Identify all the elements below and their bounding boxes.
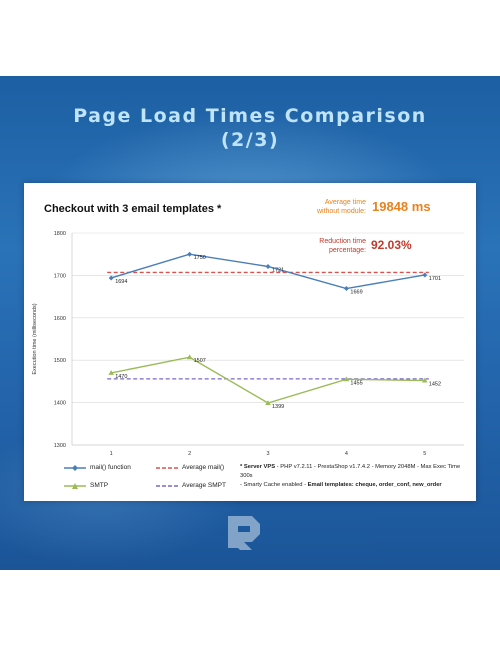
chart-title: Checkout with 3 email templates * [44, 203, 222, 215]
data-point-smtp [186, 354, 193, 360]
data-label: 1507 [194, 358, 206, 364]
x-tick-label: 2 [188, 451, 191, 457]
data-label: 1694 [115, 279, 127, 285]
data-point-mail [187, 251, 193, 257]
reduction-label-line1: Reduction time [319, 238, 366, 245]
data-point-mail [108, 275, 114, 281]
series-line-mail [110, 253, 425, 290]
data-label: 1455 [350, 380, 362, 386]
x-tick-label: 1 [110, 451, 113, 457]
y-tick-label: 1600 [54, 316, 66, 322]
legend-swatch-mail [64, 465, 86, 471]
reduction-label-line2: percentage: [329, 247, 366, 254]
server-note-text2: - Smarty Cache enabled - [240, 482, 308, 488]
data-point-smtp [265, 400, 271, 406]
x-tick-label: 4 [345, 451, 348, 457]
x-tick-label: 3 [266, 451, 269, 457]
data-point-mail [343, 286, 349, 292]
legend-swatch-avg-mail [156, 467, 178, 469]
y-tick-label: 1300 [54, 443, 66, 449]
data-point-mail [422, 272, 428, 278]
y-tick-label: 1400 [54, 401, 66, 407]
legend-swatch-avg-smtp [156, 485, 178, 487]
chart-card: Checkout with 3 email templates * Averag… [24, 183, 476, 501]
data-label: 1452 [429, 382, 441, 388]
y-tick-label: 1800 [54, 231, 66, 237]
banner-title-line1: Page Load Times Comparison [73, 105, 427, 127]
legend-label-avg-mail: Average mail() [182, 464, 225, 471]
server-note-text1: - PHP v7.2.11 - PrestaShop v1.7.4.2 - Me… [240, 464, 461, 479]
data-point-mail [265, 263, 271, 269]
avg-time-value: 19848 ms [372, 199, 431, 214]
y-axis-label: Execution time (milliseconds) [32, 303, 38, 374]
data-label: 1470 [115, 374, 127, 380]
series-line-smtp [111, 356, 425, 404]
server-note-line1: * Server VPS - PHP v7.2.11 - PrestaShop … [240, 463, 472, 481]
server-note: * Server VPS - PHP v7.2.11 - PrestaShop … [240, 463, 472, 490]
data-label: 1721 [272, 267, 284, 273]
server-note-bold1: * Server VPS [240, 464, 276, 470]
data-label: 1669 [350, 290, 362, 296]
data-label: 1399 [272, 404, 284, 410]
legend-swatch-smtp [64, 483, 86, 489]
legend-label-avg-smtp: Average SMPT [182, 482, 226, 489]
data-point-smtp [343, 376, 350, 382]
data-label: 1750 [194, 255, 206, 261]
data-point-smtp [422, 377, 428, 383]
y-tick-label: 1500 [54, 358, 66, 364]
line-chart: 1300 1400 1500 1600 1700 1800 1 2 3 4 5 Execution t… [32, 231, 464, 457]
avg-time-label-line1: Average time [324, 199, 366, 206]
server-note-bold2: Email templates: cheque, order_conf, new… [307, 482, 442, 488]
banner-title: Page Load Times Comparison (2/3) [0, 104, 500, 152]
avg-time-label-line2: without module: [316, 208, 366, 215]
x-tick-label: 5 [423, 451, 426, 457]
legend-label-mail: mail() function [90, 464, 131, 471]
brand-logo-icon [228, 516, 260, 550]
legend-label-smtp: SMTP [90, 482, 109, 489]
reduction-value: 92.03% [371, 238, 412, 252]
banner-title-line2: (2/3) [220, 129, 280, 151]
reduction-label: Reduction time percentage: [274, 237, 366, 255]
avg-time-label: Average time without module: [274, 198, 366, 216]
data-point-smtp [108, 370, 114, 375]
data-label: 1701 [429, 276, 441, 282]
y-tick-label: 1700 [54, 273, 66, 279]
server-note-line2: - Smarty Cache enabled - Email templates… [240, 481, 472, 490]
